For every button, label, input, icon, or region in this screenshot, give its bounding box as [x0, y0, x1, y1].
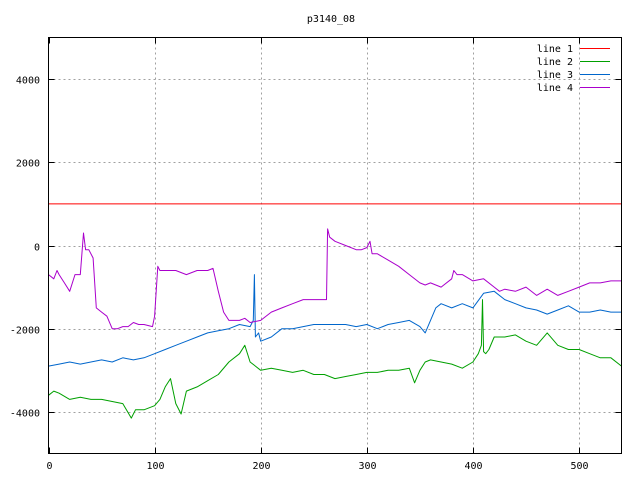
chart-title: p3140_08 — [307, 14, 355, 25]
y-tick-label: 2000 — [16, 159, 40, 170]
x-tick-label: 500 — [570, 461, 588, 472]
x-tick-label: 100 — [146, 461, 164, 472]
series-lines — [48, 203, 622, 419]
y-tick-label: 0 — [34, 243, 40, 254]
series-line-2 — [48, 299, 622, 419]
y-tick-label: 4000 — [16, 76, 40, 87]
x-tick-label: 200 — [252, 461, 270, 472]
x-tick-label: 0 — [46, 461, 52, 472]
x-tick-label: 400 — [464, 461, 482, 472]
plot-frame — [48, 37, 622, 454]
series-line-3 — [48, 274, 622, 367]
series-line-4 — [48, 228, 622, 330]
legend-label: line 1 — [537, 44, 573, 55]
legend-label: line 4 — [537, 83, 573, 94]
y-tick-label: -4000 — [10, 409, 40, 420]
y-tick-label: -2000 — [10, 326, 40, 337]
legend: line 1 line 2 line 3 line 4 — [537, 44, 610, 94]
grid-lines — [48, 37, 622, 454]
legend-label: line 3 — [537, 70, 573, 81]
legend-label: line 2 — [537, 57, 573, 68]
axis-ticks: 0 100 200 300 400 500 -4000 -2000 0 2000 4000 — [10, 37, 622, 472]
x-tick-label: 300 — [358, 461, 376, 472]
